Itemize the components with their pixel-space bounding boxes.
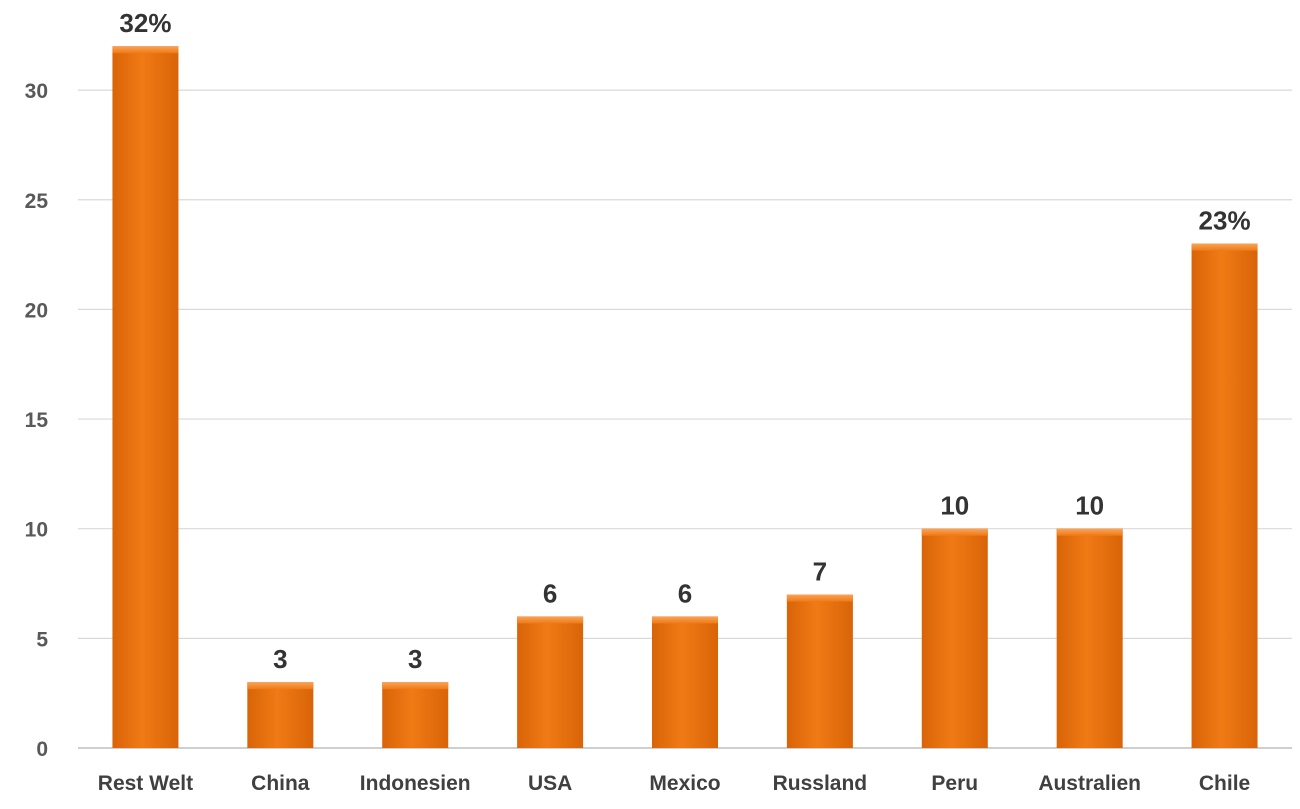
x-tick-label: China <box>251 772 310 795</box>
bar-cap <box>517 616 584 624</box>
bar-body <box>112 46 179 749</box>
bars <box>112 46 1258 749</box>
data-label: 3 <box>273 644 287 674</box>
data-label: 10 <box>940 491 969 521</box>
x-tick-label: USA <box>528 772 572 795</box>
data-label: 7 <box>813 556 827 586</box>
bar <box>786 594 853 748</box>
bar <box>112 46 179 749</box>
bar-body <box>382 682 449 748</box>
x-tick-label: Indonesien <box>360 772 471 795</box>
bar-cap <box>112 46 179 54</box>
bar <box>921 528 988 748</box>
data-label: 3 <box>408 644 422 674</box>
y-tick-label: 10 <box>25 519 48 542</box>
x-tick-label: Rest Welt <box>98 772 193 795</box>
y-tick-label: 30 <box>25 80 48 103</box>
bar <box>652 616 718 748</box>
x-tick-label: Australien <box>1038 772 1141 795</box>
y-tick-label: 0 <box>36 738 48 761</box>
bar-body <box>1191 243 1258 749</box>
bar <box>247 682 314 748</box>
x-axis: Rest Welt China Indonesien USA Mexico Russlan… <box>98 772 1250 795</box>
data-label: 23% <box>1199 206 1251 236</box>
bar-cap <box>382 682 449 690</box>
y-tick-label: 5 <box>36 628 48 651</box>
data-label: 6 <box>543 578 557 608</box>
bar-body <box>786 594 853 748</box>
x-tick-label: Mexico <box>649 772 720 795</box>
bar <box>382 682 449 748</box>
bar <box>1191 243 1258 749</box>
x-tick-label: Peru <box>931 772 978 795</box>
bar-body <box>921 528 988 748</box>
bar-cap <box>247 682 314 690</box>
y-tick-label: 15 <box>25 409 49 432</box>
bar-cap <box>1056 528 1123 536</box>
x-tick-label: Chile <box>1199 772 1250 795</box>
y-axis: 0 5 10 15 20 25 30 <box>25 80 49 761</box>
bar-cap <box>1191 243 1258 251</box>
data-label: 6 <box>678 578 692 608</box>
bar-body <box>652 616 718 748</box>
data-label: 32% <box>119 8 171 38</box>
bar-body <box>1056 528 1123 748</box>
bar-cap <box>921 528 988 536</box>
bar <box>1056 528 1123 748</box>
bar <box>517 616 584 748</box>
data-label: 10 <box>1075 491 1104 521</box>
bar-body <box>517 616 584 748</box>
bar-cap <box>786 594 853 602</box>
x-tick-label: Russland <box>773 772 868 795</box>
y-tick-label: 25 <box>25 190 49 213</box>
bar-body <box>247 682 314 748</box>
bar-cap <box>652 616 718 624</box>
y-tick-label: 20 <box>25 299 48 322</box>
data-labels: 32% 3 3 6 6 7 10 10 23% <box>119 8 1250 674</box>
